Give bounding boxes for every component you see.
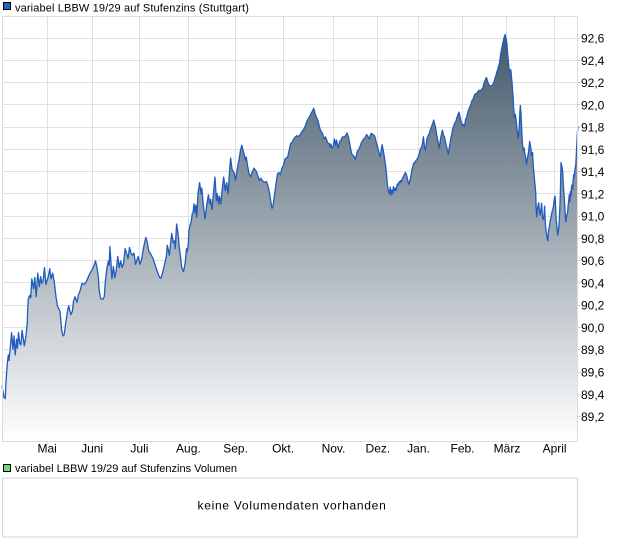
svg-text:89,6: 89,6 [581,366,605,380]
svg-text:variabel LBBW 19/29 auf Stufen: variabel LBBW 19/29 auf Stufenzins Volum… [15,463,237,475]
svg-text:92,0: 92,0 [581,98,605,112]
svg-text:Juni: Juni [81,442,103,456]
svg-text:90,8: 90,8 [581,232,605,246]
svg-text:Okt.: Okt. [272,442,294,456]
svg-text:Jan.: Jan. [407,442,430,456]
svg-text:90,6: 90,6 [581,254,605,268]
svg-text:Nov.: Nov. [322,442,346,456]
svg-text:90,2: 90,2 [581,299,605,313]
svg-text:89,8: 89,8 [581,343,605,357]
svg-text:90,4: 90,4 [581,277,605,291]
svg-text:91,6: 91,6 [581,143,605,157]
svg-text:Feb.: Feb. [450,442,474,456]
svg-text:89,2: 89,2 [581,410,605,424]
svg-text:variabel LBBW 19/29 auf Stufen: variabel LBBW 19/29 auf Stufenzins (Stut… [15,2,249,14]
svg-text:92,6: 92,6 [581,32,605,46]
svg-text:91,0: 91,0 [581,210,605,224]
svg-text:Mai: Mai [38,442,57,456]
svg-text:92,4: 92,4 [581,54,605,68]
svg-text:April: April [543,442,567,456]
svg-text:keine Volumendaten vorhanden: keine Volumendaten vorhanden [198,498,387,512]
svg-text:März: März [494,442,521,456]
svg-text:92,2: 92,2 [581,76,605,90]
svg-text:91,2: 91,2 [581,187,605,201]
svg-text:91,8: 91,8 [581,121,605,135]
svg-text:Aug.: Aug. [176,442,201,456]
svg-text:90,0: 90,0 [581,321,605,335]
svg-text:Juli: Juli [130,442,148,456]
svg-text:Sep.: Sep. [223,442,248,456]
svg-text:89,4: 89,4 [581,388,605,402]
svg-text:Dez.: Dez. [366,442,391,456]
svg-text:91,4: 91,4 [581,165,605,179]
